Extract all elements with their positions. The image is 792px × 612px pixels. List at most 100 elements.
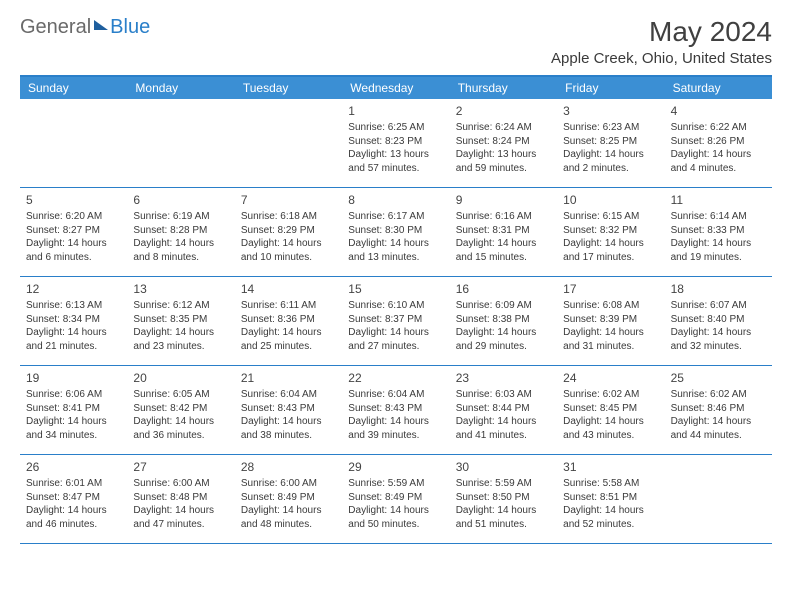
daylight-text: and 29 minutes. — [456, 340, 551, 354]
day-header-monday: Monday — [127, 77, 234, 99]
calendar-cell: 17Sunrise: 6:08 AMSunset: 8:39 PMDayligh… — [557, 277, 664, 365]
sunset-text: Sunset: 8:39 PM — [563, 313, 658, 327]
sunrise-text: Sunrise: 6:05 AM — [133, 388, 228, 402]
calendar-cell — [665, 455, 772, 543]
daylight-text: and 17 minutes. — [563, 251, 658, 265]
sunset-text: Sunset: 8:46 PM — [671, 402, 766, 416]
sunrise-text: Sunrise: 6:13 AM — [26, 299, 121, 313]
daylight-text: Daylight: 14 hours — [671, 237, 766, 251]
week-row: 12Sunrise: 6:13 AMSunset: 8:34 PMDayligh… — [20, 277, 772, 366]
calendar-cell: 24Sunrise: 6:02 AMSunset: 8:45 PMDayligh… — [557, 366, 664, 454]
sunset-text: Sunset: 8:51 PM — [563, 491, 658, 505]
sunrise-text: Sunrise: 6:25 AM — [348, 121, 443, 135]
daylight-text: and 15 minutes. — [456, 251, 551, 265]
month-title: May 2024 — [551, 16, 772, 48]
daylight-text: and 36 minutes. — [133, 429, 228, 443]
sunrise-text: Sunrise: 6:16 AM — [456, 210, 551, 224]
day-header-row: Sunday Monday Tuesday Wednesday Thursday… — [20, 77, 772, 99]
daylight-text: and 25 minutes. — [241, 340, 336, 354]
calendar-cell: 26Sunrise: 6:01 AMSunset: 8:47 PMDayligh… — [20, 455, 127, 543]
daylight-text: Daylight: 14 hours — [241, 326, 336, 340]
calendar-cell: 6Sunrise: 6:19 AMSunset: 8:28 PMDaylight… — [127, 188, 234, 276]
week-row: 19 Sunrise: 6:06 AMSunset: 8:41 PM Dayligh… — [20, 366, 772, 455]
sunrise-text: Sunrise: 6:07 AM — [671, 299, 766, 313]
sunrise-text: Sunrise: 5:59 AM — [456, 477, 551, 491]
calendar-cell: 12Sunrise: 6:13 AMSunset: 8:34 PMDayligh… — [20, 277, 127, 365]
sunrise-text: Sunrise: 6:22 AM — [671, 121, 766, 135]
calendar-cell: 22Sunrise: 6:04 AMSunset: 8:43 PMDayligh… — [342, 366, 449, 454]
sunrise-text: Sunrise: 6:02 AM — [671, 388, 766, 402]
daylight-text: and 38 minutes. — [241, 429, 336, 443]
day-header-thursday: Thursday — [450, 77, 557, 99]
daylight-text: and 10 minutes. — [241, 251, 336, 265]
sunset-text: Sunset: 8:48 PM — [133, 491, 228, 505]
daylight-text: Daylight: 14 hours — [241, 415, 336, 429]
daylight-text: Daylight: 13 hours — [348, 148, 443, 162]
calendar-cell: 13Sunrise: 6:12 AMSunset: 8:35 PMDayligh… — [127, 277, 234, 365]
calendar-cell — [20, 99, 127, 187]
sunset-text: Sunset: 8:26 PM — [671, 135, 766, 149]
calendar-cell: 19Sunrise: 6:06 AMSunset: 8:41 PMDayligh… — [20, 366, 127, 454]
daylight-text: and 50 minutes. — [348, 518, 443, 532]
date-number: 29 — [348, 459, 443, 475]
calendar-cell: 8Sunrise: 6:17 AMSunset: 8:30 PMDaylight… — [342, 188, 449, 276]
date-number: 7 — [241, 192, 336, 208]
sunrise-text: Sunrise: 6:06 AM — [26, 388, 121, 402]
logo-triangle-icon — [94, 20, 108, 30]
sunset-text: Sunset: 8:33 PM — [671, 224, 766, 238]
date-number: 23 — [456, 370, 551, 386]
date-number: 14 — [241, 281, 336, 297]
daylight-text: and 39 minutes. — [348, 429, 443, 443]
date-number: 5 — [26, 192, 121, 208]
header: General Blue May 2024 Apple Creek, Ohio,… — [20, 16, 772, 67]
calendar-cell: 3Sunrise: 6:23 AMSunset: 8:25 PMDaylight… — [557, 99, 664, 187]
day-header-tuesday: Tuesday — [235, 77, 342, 99]
daylight-text: and 47 minutes. — [133, 518, 228, 532]
sunset-text: Sunset: 8:49 PM — [241, 491, 336, 505]
daylight-text: Daylight: 14 hours — [348, 326, 443, 340]
sunrise-text: Sunrise: 6:17 AM — [348, 210, 443, 224]
sunset-text: Sunset: 8:23 PM — [348, 135, 443, 149]
day-header-saturday: Saturday — [665, 77, 772, 99]
week-row: 1Sunrise: 6:25 AMSunset: 8:23 PMDaylight… — [20, 99, 772, 188]
daylight-text: Daylight: 14 hours — [26, 237, 121, 251]
calendar-cell: 18Sunrise: 6:07 AMSunset: 8:40 PMDayligh… — [665, 277, 772, 365]
sunrise-text: Sunrise: 6:04 AM — [348, 388, 443, 402]
sunset-text: Sunset: 8:42 PM — [133, 402, 228, 416]
logo: General Blue — [20, 16, 150, 39]
calendar-cell: 31Sunrise: 5:58 AMSunset: 8:51 PMDayligh… — [557, 455, 664, 543]
title-block: May 2024 Apple Creek, Ohio, United State… — [551, 16, 772, 67]
date-number: 8 — [348, 192, 443, 208]
sunset-text: Sunset: 8:41 PM — [26, 402, 121, 416]
location-text: Apple Creek, Ohio, United States — [551, 50, 772, 67]
sunrise-text: Sunrise: 6:14 AM — [671, 210, 766, 224]
daylight-text: Daylight: 14 hours — [671, 326, 766, 340]
daylight-text: and 41 minutes. — [456, 429, 551, 443]
date-number: 31 — [563, 459, 658, 475]
day-header-sunday: Sunday — [20, 77, 127, 99]
daylight-text: Daylight: 14 hours — [241, 504, 336, 518]
calendar-cell: 25Sunrise: 6:02 AMSunset: 8:46 PMDayligh… — [665, 366, 772, 454]
date-number: 22 — [348, 370, 443, 386]
date-number: 19 — [26, 370, 121, 386]
sunrise-text: Sunrise: 6:18 AM — [241, 210, 336, 224]
calendar-cell: 21Sunrise: 6:04 AMSunset: 8:43 PMDayligh… — [235, 366, 342, 454]
sunset-text: Sunset: 8:36 PM — [241, 313, 336, 327]
daylight-text: Daylight: 14 hours — [563, 326, 658, 340]
daylight-text: Daylight: 14 hours — [456, 326, 551, 340]
daylight-text: and 59 minutes. — [456, 162, 551, 176]
date-number: 9 — [456, 192, 551, 208]
date-number: 6 — [133, 192, 228, 208]
sunset-text: Sunset: 8:32 PM — [563, 224, 658, 238]
sunrise-text: Sunrise: 6:19 AM — [133, 210, 228, 224]
daylight-text: Daylight: 14 hours — [241, 237, 336, 251]
daylight-text: Daylight: 14 hours — [26, 326, 121, 340]
calendar-cell: 20Sunrise: 6:05 AMSunset: 8:42 PMDayligh… — [127, 366, 234, 454]
calendar-cell: 16Sunrise: 6:09 AMSunset: 8:38 PMDayligh… — [450, 277, 557, 365]
sunrise-text: Sunrise: 6:09 AM — [456, 299, 551, 313]
daylight-text: and 4 minutes. — [671, 162, 766, 176]
daylight-text: and 52 minutes. — [563, 518, 658, 532]
date-number: 17 — [563, 281, 658, 297]
date-number: 25 — [671, 370, 766, 386]
sunset-text: Sunset: 8:31 PM — [456, 224, 551, 238]
